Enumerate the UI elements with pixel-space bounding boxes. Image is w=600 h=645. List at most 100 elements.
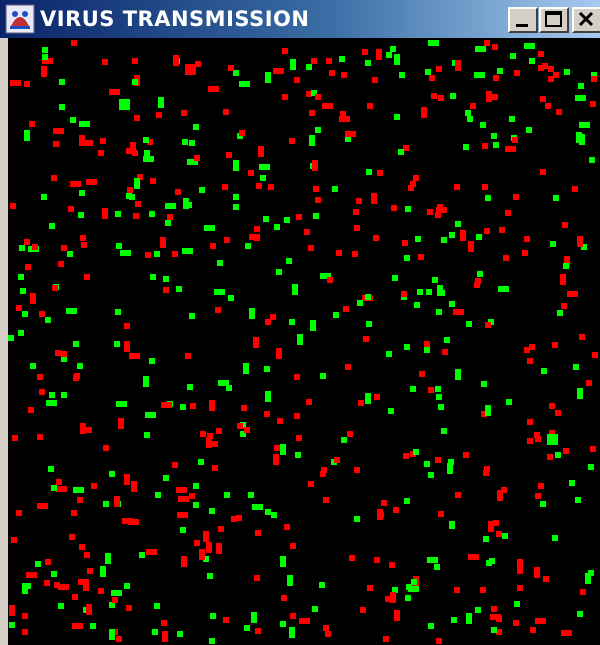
infected-particle xyxy=(309,110,315,116)
infected-particle xyxy=(339,116,350,122)
healthy-particle xyxy=(449,301,455,307)
infected-particle xyxy=(313,186,319,192)
healthy-particle xyxy=(187,159,198,165)
infected-particle xyxy=(273,454,279,465)
infected-particle xyxy=(74,373,80,379)
minimize-button[interactable] xyxy=(508,7,538,33)
infected-particle xyxy=(86,179,97,185)
healthy-particle xyxy=(569,480,575,486)
infected-particle xyxy=(84,552,90,558)
infected-particle xyxy=(530,627,536,633)
healthy-particle xyxy=(588,464,594,470)
infected-particle xyxy=(403,145,409,151)
infected-particle xyxy=(68,206,74,212)
app-icon[interactable] xyxy=(5,4,35,34)
simulation-canvas[interactable] xyxy=(8,38,600,645)
infected-particle xyxy=(128,519,139,525)
healthy-particle xyxy=(276,269,282,275)
healthy-particle xyxy=(292,289,298,295)
healthy-particle xyxy=(251,612,257,623)
infected-particle xyxy=(442,349,448,355)
infected-particle xyxy=(118,418,124,429)
infected-particle xyxy=(562,222,568,228)
healthy-particle xyxy=(524,43,535,49)
healthy-particle xyxy=(67,251,73,257)
infected-particle xyxy=(145,252,151,258)
infected-particle xyxy=(51,175,57,181)
infected-particle xyxy=(282,48,288,54)
infected-particle xyxy=(354,467,360,473)
healthy-particle xyxy=(320,273,331,279)
healthy-particle xyxy=(408,586,419,592)
infected-particle xyxy=(161,620,167,626)
infected-particle xyxy=(391,205,397,211)
infected-particle xyxy=(418,254,424,260)
infected-particle xyxy=(146,549,157,555)
healthy-particle xyxy=(289,319,295,325)
infected-particle xyxy=(294,413,300,419)
maximize-icon xyxy=(545,11,562,27)
infected-particle xyxy=(177,512,188,518)
close-button[interactable] xyxy=(572,7,600,33)
healthy-particle xyxy=(578,83,584,89)
healthy-particle xyxy=(320,373,326,379)
healthy-particle xyxy=(233,194,239,200)
healthy-particle xyxy=(575,95,586,101)
healthy-particle xyxy=(476,234,482,240)
healthy-particle xyxy=(557,310,563,316)
infected-particle xyxy=(505,210,511,216)
healthy-particle xyxy=(441,237,447,243)
infected-particle xyxy=(210,243,216,249)
infected-particle xyxy=(37,434,43,440)
healthy-particle xyxy=(510,53,516,59)
infected-particle xyxy=(172,251,178,257)
infected-particle xyxy=(564,256,570,267)
infected-particle xyxy=(52,285,58,291)
healthy-particle xyxy=(73,487,84,493)
healthy-particle xyxy=(466,613,472,624)
healthy-particle xyxy=(463,144,469,150)
infected-particle xyxy=(80,423,86,434)
healthy-particle xyxy=(390,46,396,52)
healthy-particle xyxy=(240,431,246,437)
infected-particle xyxy=(102,208,108,219)
title-bar[interactable]: VIRUS TRANSMISSION xyxy=(0,0,600,38)
infected-particle xyxy=(321,467,327,473)
infected-particle xyxy=(580,589,586,595)
healthy-particle xyxy=(365,294,371,300)
healthy-particle xyxy=(449,523,455,529)
healthy-particle xyxy=(411,579,417,585)
infected-particle xyxy=(39,311,45,317)
maximize-button[interactable] xyxy=(539,7,569,33)
healthy-particle xyxy=(224,492,230,498)
healthy-particle xyxy=(319,582,325,588)
infected-particle xyxy=(463,452,469,458)
healthy-particle xyxy=(309,135,315,146)
infected-particle xyxy=(385,596,391,602)
infected-particle xyxy=(114,496,120,507)
infected-particle xyxy=(492,94,498,100)
infected-particle xyxy=(112,597,118,603)
healthy-particle xyxy=(312,606,318,612)
infected-particle xyxy=(534,432,540,438)
healthy-particle xyxy=(78,212,84,218)
infected-particle xyxy=(16,305,22,311)
healthy-particle xyxy=(109,602,115,608)
infected-particle xyxy=(308,481,314,487)
healthy-particle xyxy=(116,401,127,407)
infected-particle xyxy=(56,486,67,492)
healthy-particle xyxy=(8,335,14,341)
infected-particle xyxy=(540,169,546,175)
infected-particle xyxy=(173,55,179,66)
healthy-particle xyxy=(399,72,405,78)
healthy-particle xyxy=(189,140,195,146)
healthy-particle xyxy=(144,150,150,156)
infected-particle xyxy=(403,453,409,459)
infected-particle xyxy=(555,410,561,416)
healthy-particle xyxy=(203,556,209,562)
infected-particle xyxy=(427,209,433,215)
healthy-particle xyxy=(144,432,150,438)
infected-particle xyxy=(483,470,489,476)
close-icon xyxy=(578,11,594,27)
infected-particle xyxy=(524,347,530,353)
